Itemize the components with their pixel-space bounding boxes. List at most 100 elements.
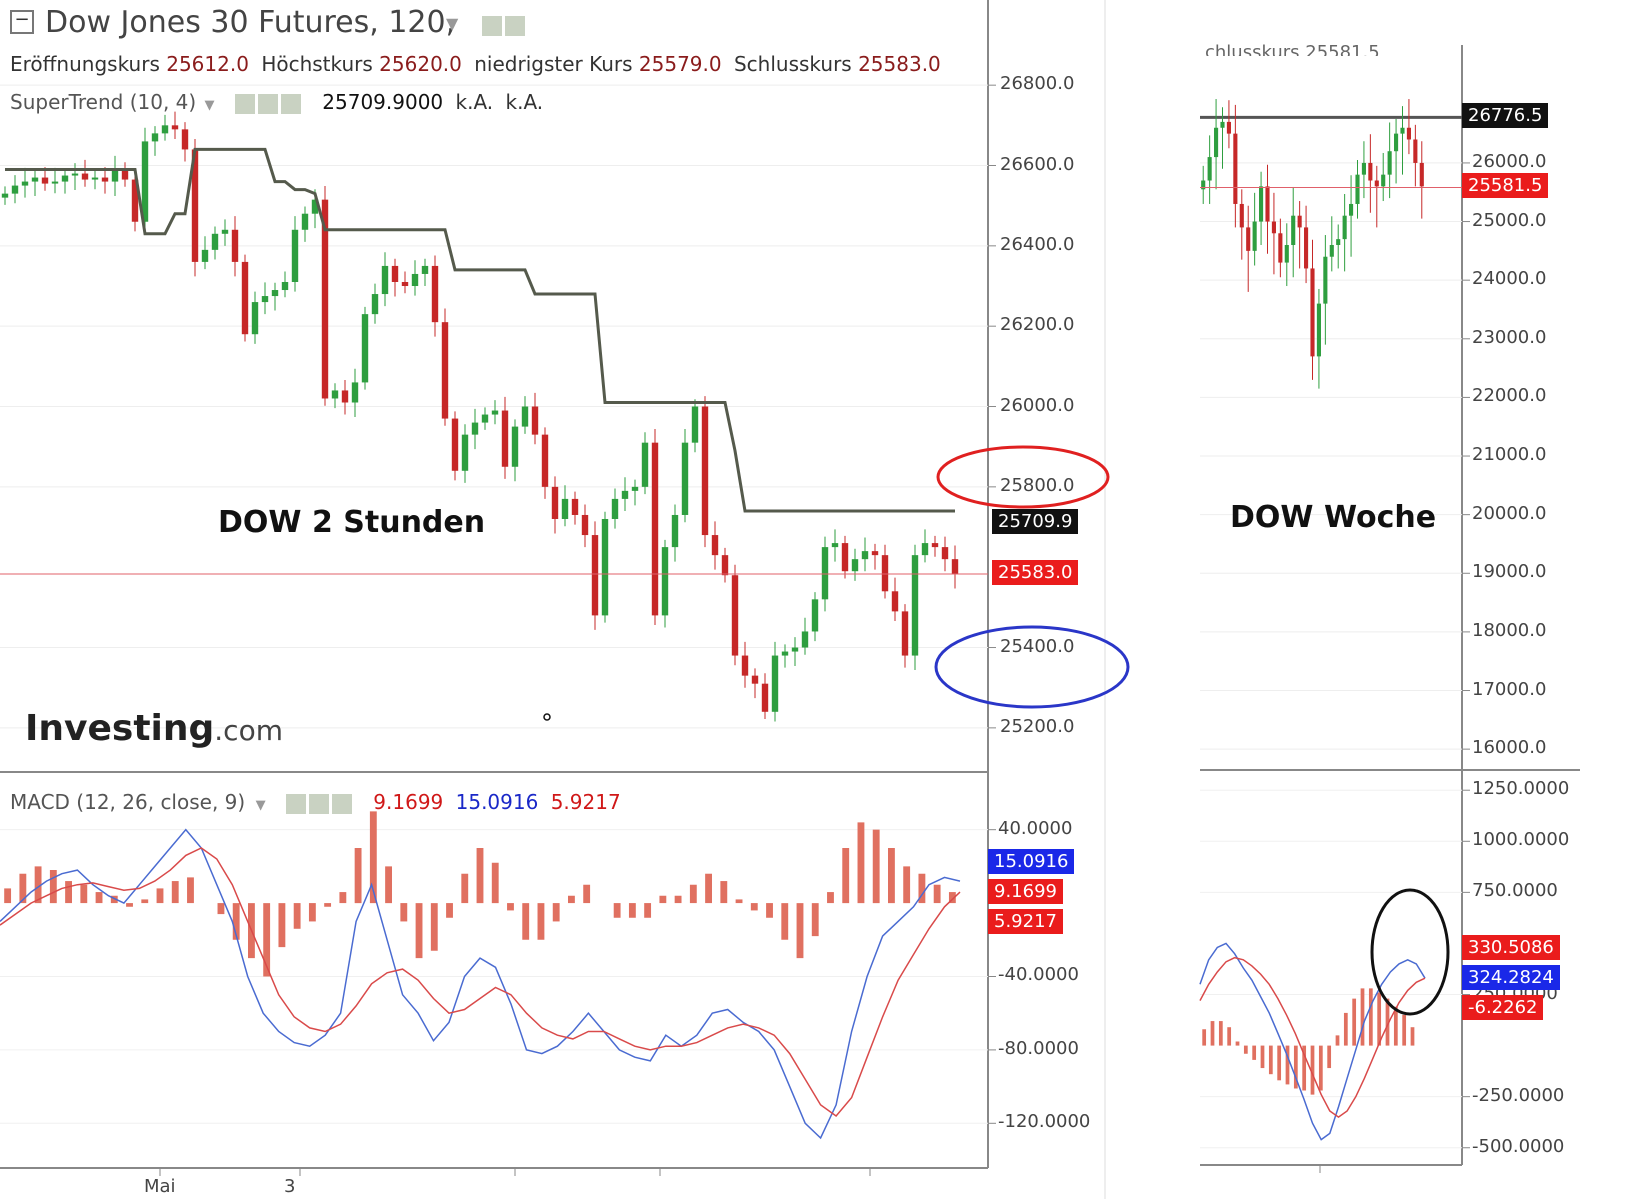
blue-ellipse: [934, 625, 1130, 709]
candle-body: [31, 177, 39, 182]
collapse-icon[interactable]: −: [10, 10, 34, 34]
ohlc-row: Eröffnungskurs 25612.0 Höchstkurs 25620.…: [10, 52, 941, 76]
macd-header: MACD (12, 26, close, 9) ▼ 9.1699 15.0916…: [10, 790, 621, 814]
candle-body: [911, 555, 919, 656]
chevron-down-icon[interactable]: ▼: [255, 798, 266, 813]
frame: [0, 0, 1580, 1169]
eye-icon[interactable]: [482, 15, 502, 36]
y-tick-label: 18000.0: [1472, 619, 1547, 641]
candle-body: [1387, 151, 1392, 175]
gear-icon[interactable]: [308, 793, 329, 814]
left-chart-caption: DOW 2 Stunden: [218, 505, 486, 540]
close-icon[interactable]: [280, 93, 301, 114]
y-tick-label: 750.0000: [1472, 880, 1558, 902]
dot-marker: [543, 713, 551, 721]
candle-body: [1239, 203, 1244, 228]
candle-body: [511, 426, 519, 467]
candle-body: [801, 631, 809, 648]
eye-icon[interactable]: [234, 93, 255, 114]
y-tick-label: 25400.0: [1000, 635, 1075, 657]
gear-icon[interactable]: [257, 93, 278, 114]
candle-body: [941, 547, 949, 560]
y-tick-label: 1250.0000: [1472, 778, 1570, 800]
candle-body: [491, 410, 499, 415]
candle-body: [891, 591, 899, 612]
candle-body: [751, 675, 759, 684]
macd-label: MACD (12, 26, close, 9): [10, 790, 246, 814]
candle-body: [901, 611, 909, 656]
candle-body: [851, 559, 859, 572]
candle-body: [331, 390, 339, 399]
macd-value-3: 5.9217: [550, 790, 621, 814]
candle-body: [351, 382, 359, 403]
y-tick-label: 20000.0: [1472, 502, 1547, 524]
candle-body: [161, 125, 169, 134]
candle-body: [691, 406, 699, 443]
y-tick-label: 25000.0: [1472, 209, 1547, 231]
candle-body: [881, 555, 889, 592]
candle-body: [451, 418, 459, 471]
candle-body: [1259, 186, 1264, 222]
candle-body: [291, 229, 299, 282]
candle-body: [1246, 227, 1251, 251]
candle-body: [1355, 174, 1360, 204]
gear-icon[interactable]: [505, 15, 525, 36]
candle-body: [321, 199, 329, 399]
weekly-chart: [1200, 99, 1462, 389]
title-icons: [482, 12, 528, 36]
candle-body: [581, 514, 589, 536]
last-price-tag: 25581.5: [1462, 173, 1549, 199]
candle-body: [171, 125, 179, 130]
candle-body: [1271, 221, 1276, 234]
y-tick-label: 26000.0: [1472, 150, 1547, 172]
candle-body: [711, 535, 719, 556]
candle-body: [311, 199, 319, 214]
candle-body: [1233, 133, 1238, 204]
candle-body: [1329, 245, 1334, 257]
macd-line: [1199, 942, 1426, 1141]
supertrend-na-2: k.A.: [505, 90, 544, 114]
y-tick-label: 23000.0: [1472, 326, 1547, 348]
candle-body: [651, 442, 659, 616]
candle-body: [1406, 127, 1411, 140]
supertrend-value-tag: 25709.9: [992, 509, 1079, 535]
candle-body: [611, 498, 619, 519]
value-tag: 5.9217: [988, 909, 1063, 934]
candle-body: [301, 213, 309, 230]
open-value: 25612.0: [166, 52, 249, 76]
candle-body: [621, 490, 629, 499]
macd-value-1: 9.1699: [373, 790, 444, 814]
candle-body: [921, 543, 929, 556]
candle-body: [211, 233, 219, 250]
candle-body: [1214, 127, 1219, 158]
candle-body: [741, 655, 749, 676]
value-tag: 330.5086: [1462, 935, 1560, 960]
candle-body: [1361, 162, 1366, 175]
candle-body: [391, 265, 399, 282]
candle-body: [111, 169, 119, 182]
candle-body: [191, 149, 199, 262]
chevron-down-icon[interactable]: ▼: [446, 14, 459, 33]
chevron-down-icon[interactable]: ▼: [204, 98, 215, 113]
y-tick-label: 25800.0: [1000, 474, 1075, 496]
y-tick-label: 26800.0: [1000, 73, 1075, 95]
candle-body: [1278, 233, 1283, 263]
eye-icon[interactable]: [285, 793, 306, 814]
y-tick-label: -80.0000: [998, 1037, 1079, 1059]
candle-body: [201, 249, 209, 262]
y-tick-label: -500.0000: [1472, 1135, 1565, 1157]
candle-body: [431, 265, 439, 323]
red-ellipse: [936, 445, 1110, 509]
candle-body: [1374, 180, 1379, 187]
candle-body: [1381, 174, 1386, 187]
chart-title: Dow Jones 30 Futures, 120,: [45, 5, 456, 40]
candle-body: [241, 261, 249, 335]
candle-body: [1252, 221, 1257, 251]
y-tick-label: 21000.0: [1472, 444, 1547, 466]
last-price-tag: 25583.0: [992, 560, 1079, 586]
candle-body: [61, 175, 69, 182]
value-tag: -6.2262: [1462, 995, 1544, 1020]
close-icon[interactable]: [331, 793, 352, 814]
candle-body: [701, 406, 709, 536]
logo-suffix: .com: [214, 714, 283, 747]
